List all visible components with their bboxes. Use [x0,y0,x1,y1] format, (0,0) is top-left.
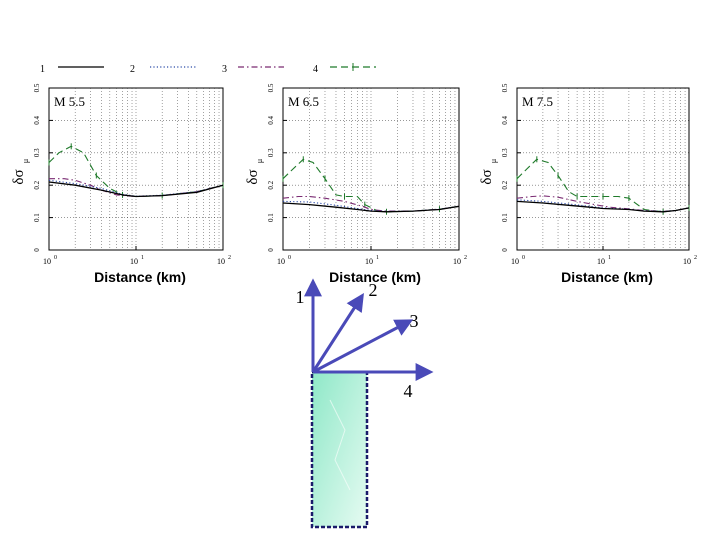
x-tick-label: 10 [277,257,285,266]
y-tick-label: 0.5 [501,83,509,92]
x-tick-label: 10 [217,257,225,266]
x-axis-label: Distance (km) [94,269,186,285]
y-tick-label: 0.4 [501,116,509,125]
x-tick-label: 10 [683,257,691,266]
arrow-label-2: 2 [369,280,378,300]
arrow-label-1: 1 [296,287,305,307]
y-tick-label: 0.4 [267,116,275,125]
x-tick-exponent: 0 [288,255,291,261]
x-tick-exponent: 0 [522,255,525,261]
x-tick-label: 10 [511,257,519,266]
y-axis-label-subscript: μ [21,159,30,163]
arrow-2 [311,292,364,373]
series-4-line [282,158,460,213]
legend-label-4: 4 [313,64,318,75]
x-tick-exponent: 1 [141,255,144,261]
chart-title: M 5.5 [54,94,85,109]
y-axis-label: δσ [245,169,261,184]
y-tick-label: 0.5 [267,83,275,92]
legend-label-1: 1 [40,64,45,75]
y-axis-label-subscript: μ [489,159,498,163]
arrow-3 [312,319,414,374]
y-tick-label: 0.4 [33,116,41,125]
y-tick-label: 0 [33,248,41,252]
y-tick-label: 0.3 [501,148,509,157]
legend-label-2: 2 [130,64,135,75]
x-tick-exponent: 2 [464,255,467,261]
x-tick-label: 10 [43,257,51,266]
y-tick-label: 0.1 [33,213,41,222]
x-tick-label: 10 [597,257,605,266]
y-tick-label: 0.3 [267,148,275,157]
series-1-line [48,181,224,198]
x-axis-label: Distance (km) [561,269,653,285]
x-axis-label: Distance (km) [329,269,421,285]
x-tick-label: 10 [365,257,373,266]
arrow-label-4: 4 [404,381,413,401]
x-tick-exponent: 1 [376,255,379,261]
fault-highlight [329,399,351,491]
x-tick-exponent: 2 [694,255,697,261]
series-4-line [516,158,690,213]
rupture-diagram: 1 2 3 4 [296,278,434,529]
y-tick-label: 0.5 [33,83,41,92]
y-axis-label: δσ [11,169,27,184]
y-axis-label: δσ [479,169,495,184]
y-tick-label: 0.1 [267,213,275,222]
y-tick-label: 0.3 [33,148,41,157]
legend-label-3: 3 [222,64,227,75]
series-1-line [516,200,690,213]
y-tick-label: 0.2 [33,180,41,189]
arrow-label-3: 3 [410,311,419,331]
chart-title: M 6.5 [288,94,319,109]
series-1-line [282,202,460,213]
y-tick-label: 0.2 [501,180,509,189]
y-tick-label: 0 [267,248,275,252]
legend: 1 2 3 4 [40,63,376,75]
y-tick-label: 0.1 [501,213,509,222]
fault-plane [310,370,369,529]
y-tick-label: 0.2 [267,180,275,189]
x-tick-exponent: 0 [54,255,57,261]
series-2-line [48,179,224,197]
chart-title: M 7.5 [522,94,553,109]
y-tick-label: 0 [501,248,509,252]
x-tick-label: 10 [130,257,138,266]
series-4-line [48,145,224,198]
x-tick-exponent: 1 [608,255,611,261]
y-axis-label-subscript: μ [255,159,264,163]
series-3-line [282,195,460,212]
x-tick-label: 10 [453,257,461,266]
x-tick-exponent: 2 [228,255,231,261]
